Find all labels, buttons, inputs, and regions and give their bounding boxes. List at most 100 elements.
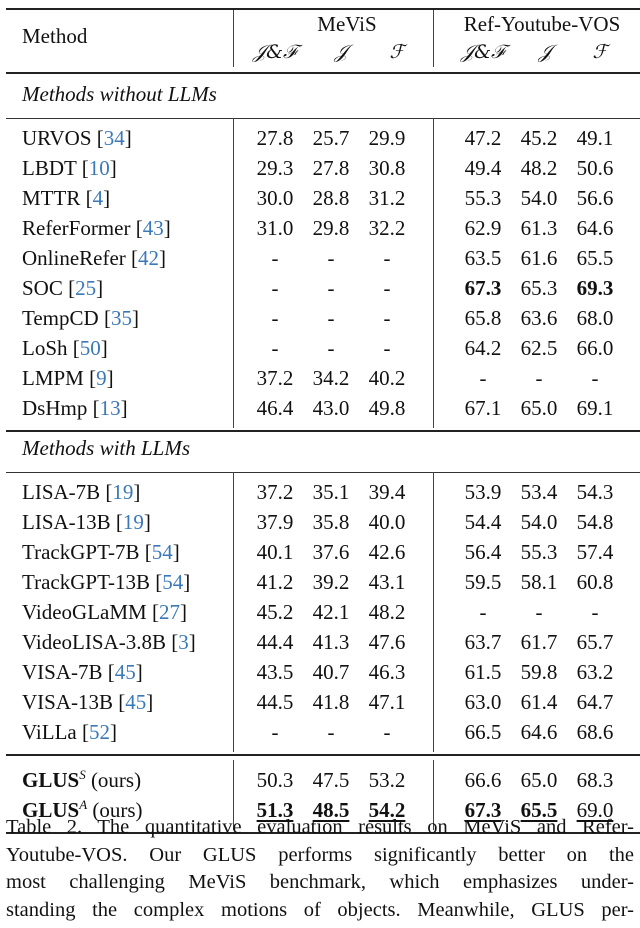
value-cell: - (327, 720, 335, 744)
value-cell: 40.0 (368, 510, 406, 534)
citation-link[interactable]: 27 (158, 600, 180, 624)
value-cell: 69.0 (576, 798, 614, 822)
value-cell: 41.3 (312, 630, 350, 654)
value-cell: 48.2 (520, 156, 558, 180)
method-label: LoSh (22, 336, 68, 360)
value-cell: 54.4 (464, 510, 502, 534)
citation-link[interactable]: 34 (103, 126, 125, 150)
method-label: LMPM (22, 366, 84, 390)
value-cell: 39.4 (368, 480, 406, 504)
value-cell: 46.3 (368, 660, 406, 684)
value-cell: 68.6 (576, 720, 614, 744)
value-cell: 69.1 (576, 396, 614, 420)
value-cell: 40.2 (368, 366, 406, 390)
citation-link[interactable]: 25 (75, 276, 97, 300)
value-cell: 37.2 (256, 480, 294, 504)
method-label: MTTR (22, 186, 81, 210)
value-cell: 54.3 (576, 480, 614, 504)
method-label: LISA-13B (22, 510, 111, 534)
value-cell: 43.1 (368, 570, 406, 594)
value-cell: 35.1 (312, 480, 350, 504)
column-divider (433, 118, 434, 428)
value-cell: - (327, 306, 335, 330)
section-title: Methods with LLMs (22, 436, 191, 460)
caption-line: Youtube-VOS. Our GLUS performs significa… (6, 843, 634, 866)
value-cell: 64.6 (520, 720, 558, 744)
citation-link[interactable]: 3 (178, 630, 189, 654)
citation-link[interactable]: 19 (112, 480, 134, 504)
value-cell: - (327, 246, 335, 270)
value-cell: 61.3 (520, 216, 558, 240)
citation-link[interactable]: 42 (138, 246, 160, 270)
method-name: ViLLa [52] (22, 718, 117, 746)
method-name: LISA-13B [19] (22, 508, 151, 536)
citation-link[interactable]: 50 (79, 336, 101, 360)
mevis-f-header: ℱ (389, 41, 405, 63)
value-cell: 66.6 (464, 768, 502, 792)
value-cell: 32.2 (368, 216, 406, 240)
citation: [35] (103, 306, 139, 330)
caption-line: standing the complex motions of objects.… (6, 898, 634, 921)
column-divider (433, 760, 434, 830)
caption-line: most challenging MeViS benchmark, which … (6, 871, 634, 893)
value-cell: 49.4 (464, 156, 502, 180)
value-cell: 56.4 (464, 540, 502, 564)
value-cell: 50.6 (576, 156, 614, 180)
method-label: VISA-13B (22, 690, 114, 714)
citation-link[interactable]: 19 (122, 510, 144, 534)
value-cell: 65.5 (520, 798, 558, 822)
citation-link[interactable]: 9 (96, 366, 107, 390)
value-cell: 45.2 (256, 600, 294, 624)
header-rule (6, 72, 640, 74)
value-cell: 67.3 (464, 798, 502, 822)
value-cell: 53.4 (520, 480, 558, 504)
value-cell: 48.2 (368, 600, 406, 624)
value-cell: 46.4 (256, 396, 294, 420)
value-cell: 69.3 (576, 276, 614, 300)
citation-link[interactable]: 54 (162, 570, 184, 594)
citation-link[interactable]: 13 (99, 396, 121, 420)
method-suffix: (ours) (90, 768, 142, 792)
value-cell: 67.1 (464, 396, 502, 420)
value-cell: 27.8 (312, 156, 350, 180)
value-cell: - (383, 276, 391, 300)
method-name: DsHmp [13] (22, 394, 128, 422)
citation-link[interactable]: 43 (142, 216, 164, 240)
method-name: TrackGPT-7B [54] (22, 538, 180, 566)
value-cell: 31.0 (256, 216, 294, 240)
method-name: LMPM [9] (22, 364, 114, 392)
value-cell: - (271, 306, 279, 330)
method-label: TempCD (22, 306, 99, 330)
method-name: MTTR [4] (22, 184, 110, 212)
value-cell: 37.2 (256, 366, 294, 390)
citation-link[interactable]: 52 (88, 720, 110, 744)
value-cell: 57.4 (576, 540, 614, 564)
value-cell: 61.5 (464, 660, 502, 684)
citation-link[interactable]: 4 (92, 186, 104, 210)
section-rule (6, 118, 640, 119)
citation-link[interactable]: 54 (151, 540, 173, 564)
citation-link[interactable]: 10 (88, 156, 110, 180)
block-rule (6, 754, 640, 756)
method-label: VISA-7B (22, 660, 103, 684)
value-cell: 47.5 (312, 768, 350, 792)
citation-link[interactable]: 45 (114, 660, 136, 684)
value-cell: - (327, 336, 335, 360)
method-name: TempCD [35] (22, 304, 139, 332)
value-cell: - (327, 276, 335, 300)
value-cell: - (271, 246, 279, 270)
method-label: SOC (22, 276, 63, 300)
citation-link[interactable]: 35 (110, 306, 132, 330)
method-variant: S (79, 767, 86, 782)
method-label: OnlineRefer (22, 246, 126, 270)
value-cell: 66.5 (464, 720, 502, 744)
ytvos-jf-header: 𝒥&ℱ (460, 41, 506, 63)
section-title: Methods without LLMs (22, 82, 217, 106)
value-cell: - (479, 366, 487, 390)
value-cell: 68.3 (576, 768, 614, 792)
value-cell: 63.7 (464, 630, 502, 654)
value-cell: - (479, 600, 487, 624)
citation-link[interactable]: 45 (125, 690, 147, 714)
method-label: GLUS (22, 768, 80, 792)
method-name: LoSh [50] (22, 334, 108, 362)
